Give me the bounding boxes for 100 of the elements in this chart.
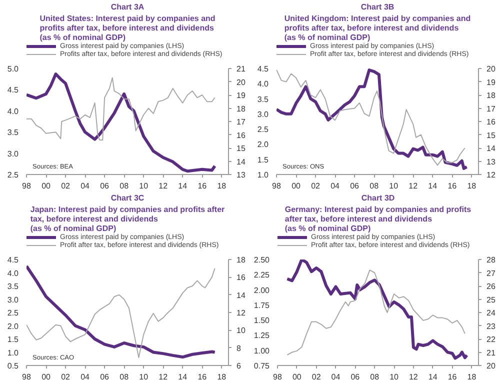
x-tick-label: 08 — [120, 372, 130, 382]
y2-tick-label: 17 — [486, 104, 496, 114]
y2-tick-label: 27 — [486, 268, 496, 278]
x-tick-label: 10 — [389, 182, 399, 190]
x-tick-label: 02 — [311, 182, 321, 190]
chart-subtitle: United Kingdom: Interest paid by companies and profits after tax, before interest and dividends (as % of nominal GDP) — [284, 14, 471, 42]
x-tick-label: 06 — [350, 372, 360, 382]
y2-tick-label: 21 — [486, 348, 496, 358]
x-tick-label: 18 — [217, 372, 227, 382]
x-tick-label: 10 — [139, 372, 149, 382]
chart-title: Chart 3B — [360, 2, 394, 12]
x-tick-label: 08 — [370, 372, 380, 382]
x-tick-label: 04 — [80, 372, 90, 382]
x-tick-label: 14 — [428, 182, 438, 190]
y-tick-label: 2.5 — [7, 170, 20, 180]
x-tick-label: 98 — [272, 182, 282, 190]
x-tick-label: 08 — [120, 182, 130, 190]
y-tick-label: 3.5 — [7, 282, 20, 291]
x-tick-label: 04 — [80, 182, 90, 190]
y2-tick-label: 21 — [236, 64, 246, 74]
y-tick-label: 0.75 — [254, 362, 270, 370]
x-tick-label: 16 — [198, 372, 208, 382]
y2-tick-label: 18 — [236, 256, 246, 264]
chart-subtitle: United States: Interest paid by companies and profits after tax, before interest and dividends (as % of nominal GDP) — [40, 14, 216, 42]
y2-tick-label: 12 — [486, 170, 496, 180]
y2-tick-label: 23 — [486, 322, 496, 331]
y-tick-label: 2.5 — [257, 125, 270, 134]
x-tick-label: 06 — [350, 182, 360, 190]
y2-tick-label: 13 — [486, 157, 496, 166]
x-tick-label: 10 — [390, 372, 400, 382]
x-tick-label: 06 — [100, 182, 110, 190]
y-tick-label: 0.5 — [7, 362, 20, 370]
y2-tick-label: 10 — [236, 326, 246, 336]
y2-tick-label: 14 — [236, 157, 246, 166]
x-tick-label: 16 — [448, 182, 458, 190]
chart-subtitle: Japan: Interest paid by companies and profits after tax, before interest and dividends (as % of nominal GDP) — [30, 205, 225, 233]
y2-tick-label: 6 — [236, 362, 242, 370]
y2-tick-label: 14 — [486, 144, 496, 153]
x-tick-label: 18 — [467, 182, 477, 190]
y2-tick-label: 28 — [486, 256, 496, 264]
y-tick-label: 3.5 — [7, 128, 20, 138]
x-tick-label: 02 — [61, 372, 71, 382]
y2-tick-label: 15 — [486, 130, 496, 140]
x-tick-label: 14 — [428, 372, 438, 382]
y-tick-label: 4.5 — [7, 256, 20, 264]
y2-tick-label: 16 — [486, 118, 496, 126]
y-tick-label: 4.5 — [7, 86, 20, 95]
y2-tick-label: 16 — [236, 273, 246, 282]
y2-tick-label: 19 — [236, 91, 246, 100]
chart-title: Chart 3C — [110, 194, 144, 202]
x-tick-label: 08 — [370, 182, 380, 190]
y2-tick-label: 20 — [236, 78, 246, 87]
x-tick-label: 10 — [139, 182, 149, 190]
x-tick-label: 12 — [158, 182, 168, 190]
y-tick-label: 2.0 — [7, 322, 20, 331]
y-tick-label: 3.0 — [257, 110, 270, 119]
x-tick-label: 98 — [22, 372, 32, 382]
x-tick-label: 02 — [61, 182, 71, 190]
chart-subtitle: Germany: Interest paid by companies and profits after tax, before interest and dividends (as % of nominal GDP) — [284, 205, 472, 233]
x-tick-label: 18 — [467, 372, 477, 382]
y2-tick-label: 18 — [236, 104, 246, 114]
y2-tick-label: 19 — [486, 78, 496, 87]
x-tick-label: 12 — [158, 372, 168, 382]
y2-tick-label: 24 — [486, 308, 496, 318]
y-tick-label: 4.0 — [7, 106, 20, 116]
x-tick-label: 02 — [312, 372, 322, 382]
y-tick-label: 1.0 — [257, 170, 270, 180]
y-tick-label: 2.50 — [254, 256, 270, 264]
x-tick-label: 16 — [448, 372, 458, 382]
y2-tick-label: 13 — [236, 170, 246, 180]
y-tick-label: 1.5 — [7, 335, 20, 344]
x-tick-label: 14 — [178, 372, 188, 382]
y-tick-label: 1.5 — [257, 155, 270, 164]
y2-tick-label: 18 — [486, 91, 496, 100]
y-tick-label: 2.00 — [254, 286, 270, 295]
line-series — [26, 77, 216, 141]
chart-title: Chart 3D — [361, 194, 395, 202]
line-series — [286, 270, 466, 356]
y-tick-label: 2.25 — [254, 270, 270, 280]
y2-tick-label: 22 — [486, 335, 496, 344]
y2-tick-label: 20 — [486, 64, 496, 74]
y-tick-label: 2.0 — [257, 140, 270, 150]
y2-tick-label: 17 — [236, 118, 246, 126]
x-tick-label: 18 — [217, 182, 227, 190]
y-tick-label: 1.75 — [254, 300, 270, 310]
x-tick-label: 12 — [408, 182, 418, 190]
y2-tick-label: 26 — [486, 282, 496, 291]
x-tick-label: 06 — [100, 372, 110, 382]
x-tick-label: 12 — [408, 372, 418, 382]
y-tick-label: 5.0 — [7, 64, 20, 74]
y2-tick-label: 25 — [486, 295, 496, 304]
y-tick-label: 1.0 — [7, 348, 20, 358]
x-tick-label: 00 — [42, 372, 52, 382]
y-tick-label: 1.00 — [254, 346, 270, 356]
line-series — [26, 72, 216, 173]
x-tick-label: 00 — [292, 372, 302, 382]
x-tick-label: 98 — [22, 182, 32, 190]
y-tick-label: 4.0 — [257, 80, 270, 89]
x-tick-label: 00 — [42, 182, 52, 190]
y2-tick-label: 14 — [236, 290, 246, 300]
